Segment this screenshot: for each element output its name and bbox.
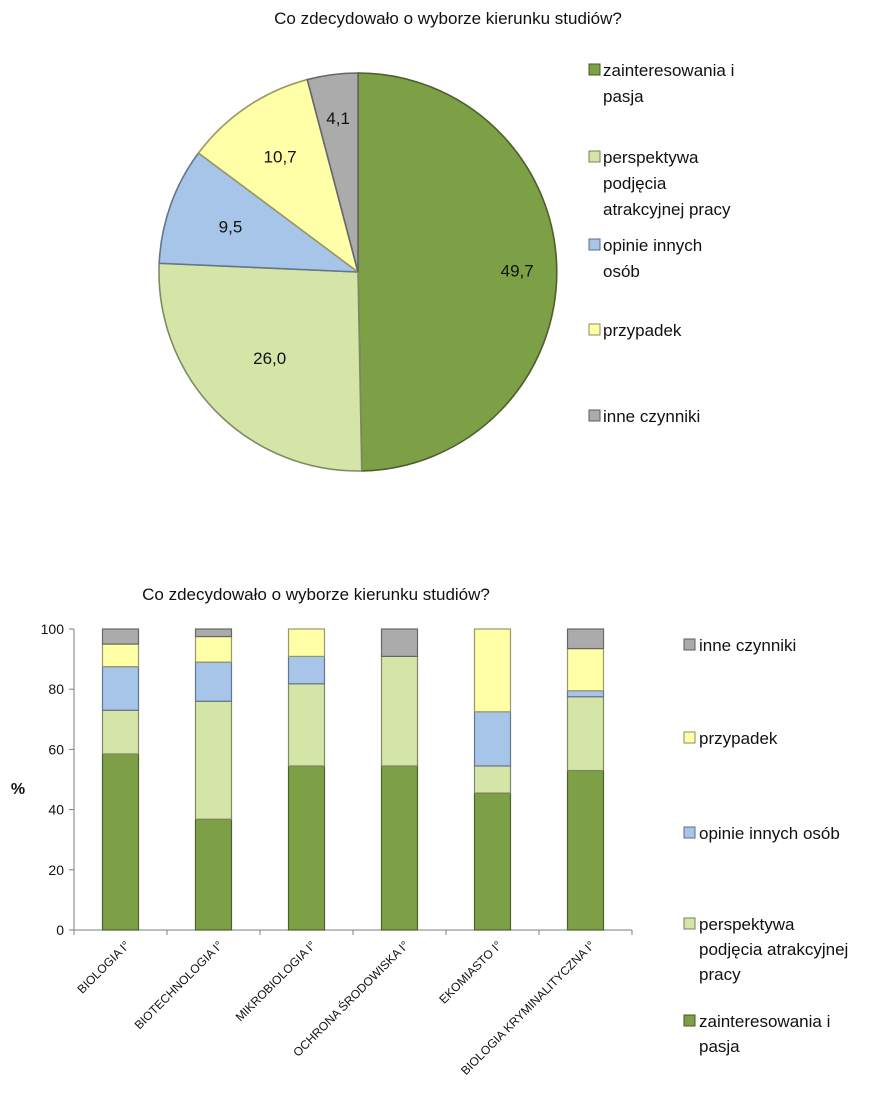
bar-segment-zainteresowania — [566, 769, 605, 931]
pie-legend-label-opinie: opinie innych — [603, 236, 702, 255]
bar-legend-swatch-zainteresowania — [683, 1014, 696, 1027]
bar-segment-zainteresowania — [380, 765, 419, 931]
bar-legend-label-perspektywa: perspektywa — [699, 915, 795, 934]
bar-chart-x-ticks: BIOLOGIA I° BIOTECHNOLOGIA I° MIKROBIOLOGI… — [75, 937, 598, 1077]
bar-legend-item-inne: inne czynniki — [683, 636, 796, 655]
bar-segment-perspektywa — [194, 700, 233, 820]
pie-slice-przypadek — [197, 78, 360, 275]
pie-legend-item-przypadek: przypadek — [588, 321, 682, 340]
bar-segment-inne — [380, 628, 419, 657]
pie-slice-zainteresowania — [357, 72, 558, 472]
bar-legend-item-opinie: opinie innych osób — [683, 824, 840, 843]
bar-x-tick-label: BIOTECHNOLOGIA I° — [132, 938, 226, 1032]
bar-segment-zainteresowania — [194, 818, 233, 931]
pie-data-label-zainteresowania: 49,7 — [501, 262, 534, 281]
bar-segment-perspektywa — [287, 683, 326, 767]
pie-data-label-opinie: 9,5 — [219, 218, 243, 237]
bar-y-tick-label: 60 — [48, 741, 64, 757]
bar-legend-swatch-przypadek — [683, 731, 696, 744]
bar-x-tick-label: MIKROBIOLOGIA I° — [233, 938, 319, 1024]
pie-legend-swatch-opinie — [588, 238, 601, 251]
bar-y-tick-label: 80 — [48, 681, 64, 697]
pie-legend-label-perspektywa: podjęcia — [603, 174, 667, 193]
pie-legend-label-perspektywa: perspektywa — [603, 148, 699, 167]
bar-segment-zainteresowania — [287, 765, 326, 931]
bar-segment-przypadek — [194, 635, 233, 663]
bar-segment-perspektywa — [473, 765, 512, 794]
bar-x-tick-label: BIOLOGIA I° — [75, 938, 133, 996]
bar-segment-perspektywa — [101, 709, 140, 755]
bar-y-tick-label: 20 — [48, 862, 64, 878]
bar-segment-inne — [101, 628, 140, 645]
pie-legend-label-inne: inne czynniki — [603, 407, 700, 426]
pie-legend-swatch-zainteresowania — [588, 63, 601, 76]
bar-legend: inne czynniki przypadek opinie innych osób… — [683, 636, 848, 1056]
bar-legend-label-opinie: opinie innych osób — [699, 824, 840, 843]
pie-legend-item-zainteresowania: zainteresowania i pasja — [588, 61, 734, 106]
pie-legend-label-przypadek: przypadek — [603, 321, 682, 340]
bar-segment-inne — [194, 628, 233, 638]
bar-chart-y-axis-label: % — [11, 781, 25, 798]
bar-segment-opinie — [566, 690, 605, 698]
pie-legend-label-perspektywa: atrakcyjnej pracy — [603, 200, 731, 219]
bar-segment-opinie — [194, 661, 233, 702]
pie-legend-swatch-inne — [588, 409, 601, 422]
bar-legend-label-inne: inne czynniki — [699, 636, 796, 655]
bar-segment-zainteresowania — [101, 753, 140, 931]
bar-segment-inne — [566, 628, 605, 650]
bar-legend-label-perspektywa: podjęcia atrakcyjnej — [699, 940, 848, 959]
bar-segment-perspektywa — [566, 696, 605, 772]
bar-chart-axes: 0 20 40 60 80 100 — [41, 621, 633, 938]
pie-legend: zainteresowania i pasja perspektywa podjęci… — [588, 61, 734, 426]
pie-chart-title: Co zdecydowało o wyborze kierunku studió… — [274, 9, 622, 28]
pie-data-label-przypadek: 10,7 — [264, 148, 297, 167]
pie-data-label-perspektywa: 26,0 — [253, 349, 286, 368]
bar-y-tick-label: 0 — [56, 922, 64, 938]
bar-segment-opinie — [473, 711, 512, 767]
pie-slice-opinie — [158, 151, 361, 273]
bar-legend-swatch-inne — [683, 638, 696, 651]
bar-legend-label-zainteresowania: zainteresowania i — [699, 1012, 830, 1031]
bar-chart-bars — [101, 628, 605, 931]
bar-segment-przypadek — [101, 643, 140, 668]
bar-y-tick-label: 100 — [41, 621, 65, 637]
pie-data-label-inne: 4,1 — [326, 109, 350, 128]
pie-legend-item-inne: inne czynniki — [588, 407, 700, 426]
bar-segment-przypadek — [473, 628, 512, 713]
bar-legend-swatch-perspektywa — [683, 917, 696, 930]
bar-legend-label-zainteresowania: pasja — [699, 1037, 740, 1056]
pie-data-labels: 49,7 26,0 9,5 10,7 4,1 — [219, 109, 534, 368]
bar-segment-opinie — [101, 666, 140, 711]
bar-segment-perspektywa — [380, 655, 419, 767]
bar-legend-item-perspektywa: perspektywa podjęcia atrakcyjnej pracy — [683, 915, 848, 984]
pie-slice-perspektywa — [158, 262, 363, 472]
pie-legend-label-zainteresowania: pasja — [603, 87, 644, 106]
bar-segment-przypadek — [566, 647, 605, 692]
bar-legend-swatch-opinie — [683, 826, 696, 839]
pie-legend-swatch-przypadek — [588, 323, 601, 336]
pie-legend-item-opinie: opinie innych osób — [588, 236, 702, 281]
bar-x-tick-label: EKOMIASTO I° — [436, 938, 504, 1006]
bar-legend-item-przypadek: przypadek — [683, 729, 778, 748]
bar-legend-label-przypadek: przypadek — [699, 729, 778, 748]
bar-segment-zainteresowania — [473, 792, 512, 931]
bar-chart-title: Co zdecydowało o wyborze kierunku studió… — [142, 585, 490, 604]
bar-legend-item-zainteresowania: zainteresowania i pasja — [683, 1012, 830, 1056]
bar-segment-opinie — [287, 655, 326, 685]
pie-legend-label-opinie: osób — [603, 262, 640, 281]
bar-legend-label-perspektywa: pracy — [699, 965, 741, 984]
pie-legend-label-zainteresowania: zainteresowania i — [603, 61, 734, 80]
pie-slices — [158, 72, 558, 472]
pie-legend-item-perspektywa: perspektywa podjęcia atrakcyjnej pracy — [588, 148, 731, 219]
pie-legend-swatch-perspektywa — [588, 150, 601, 163]
bar-segment-przypadek — [287, 628, 326, 657]
pie-slice-inne — [306, 72, 359, 273]
bar-y-tick-label: 40 — [48, 802, 64, 818]
